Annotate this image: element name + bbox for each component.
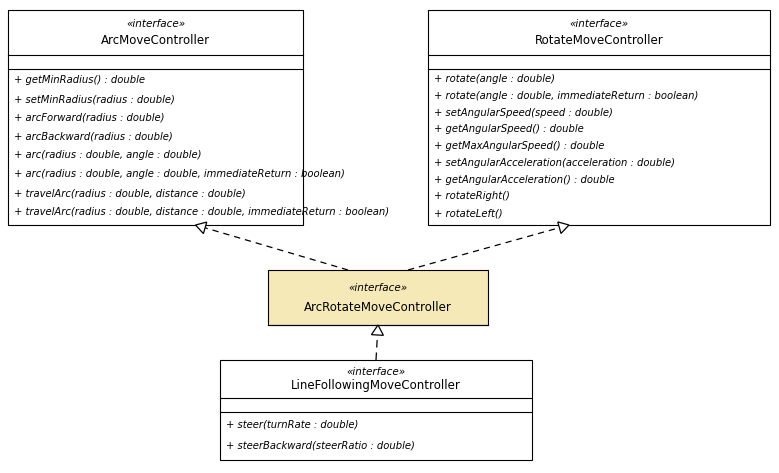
- Polygon shape: [372, 325, 383, 335]
- Text: + steerBackward(steerRatio : double): + steerBackward(steerRatio : double): [226, 440, 415, 450]
- Text: + arcForward(radius : double): + arcForward(radius : double): [14, 113, 164, 123]
- Text: + getAngularAcceleration() : double: + getAngularAcceleration() : double: [434, 175, 615, 185]
- Text: + getMinRadius() : double: + getMinRadius() : double: [14, 75, 145, 85]
- Text: ArcRotateMoveController: ArcRotateMoveController: [304, 301, 452, 314]
- Text: «interface»: «interface»: [348, 282, 407, 293]
- Text: + getMaxAngularSpeed() : double: + getMaxAngularSpeed() : double: [434, 141, 605, 151]
- Text: + rotate(angle : double, immediateReturn : boolean): + rotate(angle : double, immediateReturn…: [434, 91, 699, 101]
- Text: + rotate(angle : double): + rotate(angle : double): [434, 74, 555, 84]
- Text: LineFollowingMoveController: LineFollowingMoveController: [291, 379, 461, 392]
- Text: «interface»: «interface»: [569, 19, 629, 29]
- Bar: [220, 360, 532, 460]
- Bar: [428, 10, 770, 225]
- Text: ArcMoveController: ArcMoveController: [101, 34, 210, 47]
- Text: + rotateRight(): + rotateRight(): [434, 192, 510, 201]
- Text: + arc(radius : double, angle : double, immediateReturn : boolean): + arc(radius : double, angle : double, i…: [14, 169, 345, 179]
- Bar: [8, 10, 303, 225]
- Text: + arcBackward(radius : double): + arcBackward(radius : double): [14, 131, 173, 141]
- Bar: [268, 270, 488, 325]
- Polygon shape: [196, 222, 206, 234]
- Text: + setAngularSpeed(speed : double): + setAngularSpeed(speed : double): [434, 108, 613, 118]
- Text: + travelArc(radius : double, distance : double): + travelArc(radius : double, distance : …: [14, 188, 245, 198]
- Text: + setAngularAcceleration(acceleration : double): + setAngularAcceleration(acceleration : …: [434, 158, 675, 168]
- Text: + setMinRadius(radius : double): + setMinRadius(radius : double): [14, 94, 174, 104]
- Text: + arc(radius : double, angle : double): + arc(radius : double, angle : double): [14, 150, 202, 160]
- Text: «interface»: «interface»: [347, 367, 406, 377]
- Text: + steer(turnRate : double): + steer(turnRate : double): [226, 420, 358, 429]
- Text: + getAngularSpeed() : double: + getAngularSpeed() : double: [434, 124, 583, 134]
- Polygon shape: [558, 222, 569, 234]
- Text: RotateMoveController: RotateMoveController: [534, 34, 664, 47]
- Text: + rotateLeft(): + rotateLeft(): [434, 208, 502, 218]
- Text: + travelArc(radius : double, distance : double, immediateReturn : boolean): + travelArc(radius : double, distance : …: [14, 207, 390, 217]
- Text: «interface»: «interface»: [126, 19, 185, 29]
